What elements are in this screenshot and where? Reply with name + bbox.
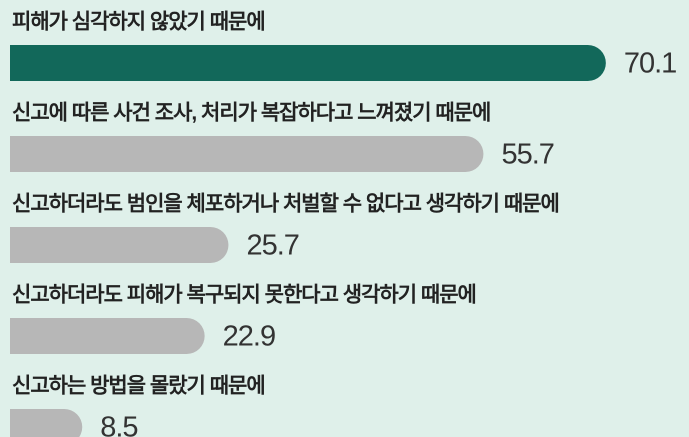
- bar: [10, 136, 484, 172]
- category-label: 피해가 심각하지 않았기 때문에: [12, 11, 265, 34]
- bar: [10, 409, 83, 437]
- value-label: 70.1: [624, 48, 676, 80]
- value-label: 25.7: [246, 230, 298, 262]
- value-label: 55.7: [501, 139, 553, 171]
- value-label: 22.9: [223, 321, 275, 353]
- bar: [10, 227, 229, 263]
- value-label: 8.5: [100, 412, 137, 437]
- category-label: 신고하더라도 범인을 체포하거나 처벌할 수 없다고 생각하기 때문에: [12, 193, 559, 216]
- bar: [10, 318, 205, 354]
- category-label: 신고에 따른 사건 조사, 처리가 복잡하다고 느껴졌기 때문에: [12, 102, 490, 125]
- bar: [10, 45, 606, 81]
- category-label: 신고하는 방법을 몰랐기 때문에: [12, 375, 265, 398]
- category-label: 신고하더라도 피해가 복구되지 못한다고 생각하기 때문에: [12, 284, 476, 307]
